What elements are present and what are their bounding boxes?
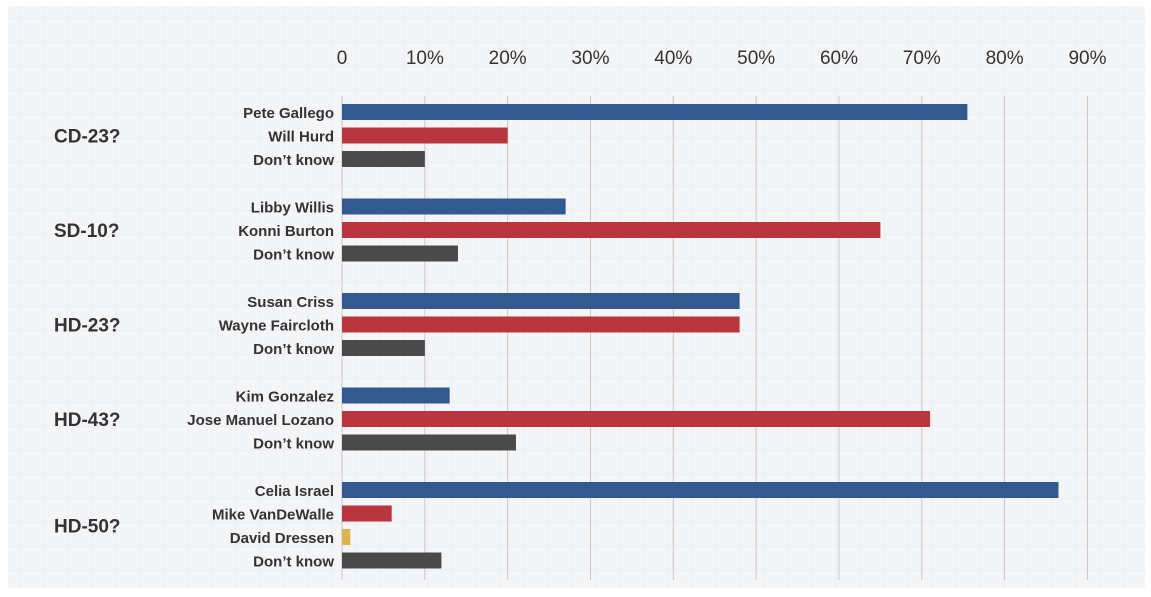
bar — [342, 387, 450, 404]
bar — [342, 529, 351, 545]
bar — [342, 198, 566, 215]
bar-label: Pete Gallego — [243, 105, 334, 122]
bar-label: Wayne Faircloth — [219, 318, 334, 335]
bar-label: David Dressen — [230, 530, 334, 547]
group-label: HD-50? — [54, 516, 121, 537]
group-labels: CD-23? SD-10? HD-23? HD-43? HD-50? — [54, 127, 121, 538]
group-label: HD-43? — [54, 410, 121, 431]
bar-label: Konni Burton — [238, 223, 334, 240]
bar-label: Mike VanDeWalle — [212, 507, 334, 524]
group-label: CD-23? — [54, 127, 121, 148]
bar-label: Kim Gonzalez — [236, 389, 334, 406]
bar — [342, 316, 740, 333]
x-tick-label: 40% — [654, 48, 692, 69]
bars — [342, 104, 1059, 569]
bar-label: Don’t know — [253, 341, 334, 358]
bar — [342, 552, 442, 569]
bar-label: Jose Manuel Lozano — [187, 412, 334, 429]
bar — [342, 245, 458, 262]
bar — [342, 104, 968, 120]
x-tick-label: 90% — [1068, 48, 1106, 69]
bar — [342, 151, 425, 167]
bar — [342, 434, 516, 451]
bar-label: Libby Willis — [251, 200, 334, 217]
bar-label: Don’t know — [253, 554, 334, 571]
x-tick-label: 0 — [337, 48, 348, 69]
x-tick-label: 20% — [489, 48, 527, 69]
gridlines — [341, 96, 1088, 580]
bar-label: Don’t know — [253, 152, 334, 169]
group-label: SD-10? — [54, 221, 119, 242]
bar — [342, 293, 740, 309]
bar — [342, 505, 392, 522]
x-axis-ticks: 0 10% 20% 30% 40% 50% 60% 70% 80% 90% — [337, 48, 1107, 69]
group-label: HD-23? — [54, 316, 121, 337]
bar — [342, 127, 508, 144]
x-tick-label: 70% — [903, 48, 941, 69]
bar — [342, 340, 425, 356]
x-tick-label: 10% — [406, 48, 444, 69]
x-tick-label: 50% — [737, 48, 775, 69]
x-tick-label: 30% — [571, 48, 609, 69]
x-tick-label: 80% — [986, 48, 1024, 69]
bar-labels: Pete Gallego Will Hurd Don’t know Libby Wil… — [187, 105, 334, 571]
bar-label: Celia Israel — [255, 483, 334, 500]
bar-label: Will Hurd — [268, 129, 334, 146]
bar-label: Don’t know — [253, 247, 334, 264]
x-tick-label: 60% — [820, 48, 858, 69]
bar — [342, 482, 1059, 498]
bar-label: Susan Criss — [247, 294, 334, 311]
bar — [342, 222, 881, 238]
bar-label: Don’t know — [253, 436, 334, 453]
bar — [342, 411, 931, 427]
